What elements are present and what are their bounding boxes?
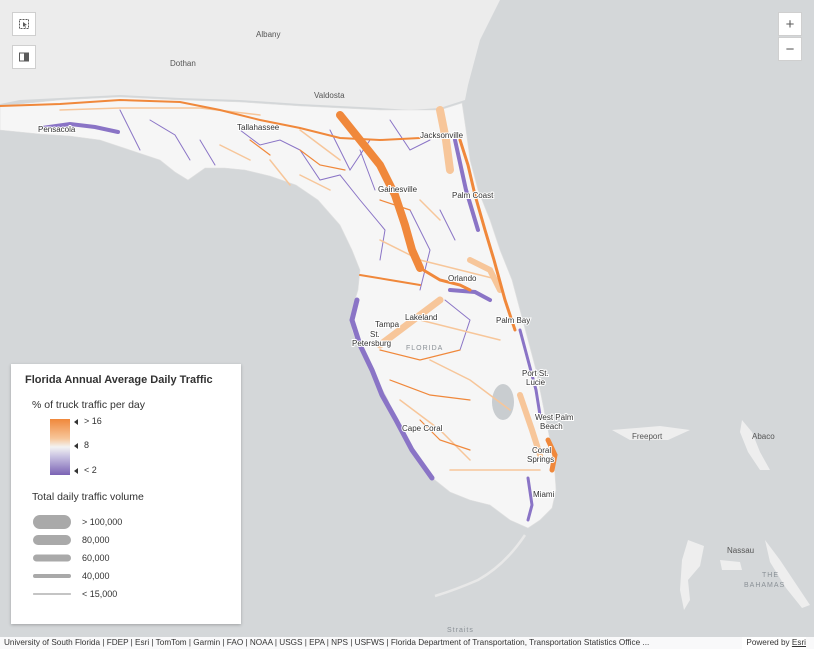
minus-icon: − (785, 40, 795, 58)
size-stop-label: 80,000 (82, 535, 110, 545)
esri-link[interactable]: Esri (791, 638, 806, 647)
powered-by-label: Powered by (746, 638, 790, 647)
size-stop-row: > 100,000 (33, 513, 227, 531)
florida-keys (434, 534, 527, 598)
zoom-out-button[interactable]: − (778, 37, 802, 61)
size-symbol (33, 515, 71, 529)
label-pensacola: Pensacola (38, 125, 76, 134)
attribution-bar: University of South Florida | FDEP | Esr… (0, 637, 814, 649)
color-stop-low: < 2 (74, 465, 97, 475)
florida-land (0, 96, 557, 529)
label-miami: Miami (533, 490, 555, 499)
road-network-low-truck (40, 109, 542, 522)
label-palm-coast: Palm Coast (452, 191, 494, 200)
size-stop-row: 80,000 (33, 531, 227, 549)
label-valdosta: Valdosta (314, 91, 345, 100)
label-orlando: Orlando (448, 274, 477, 283)
legend-title: Florida Annual Average Daily Traffic (25, 374, 213, 386)
legend-panel: Florida Annual Average Daily Traffic % o… (11, 364, 241, 624)
size-stop-row: 60,000 (33, 549, 227, 567)
label-dothan: Dothan (170, 59, 196, 68)
legend-color-subtitle: % of truck traffic per day (32, 399, 146, 411)
mainland-north (0, 0, 500, 110)
label-st-petersburg-2: Petersburg (352, 339, 391, 348)
road-network-mid-truck (59, 106, 543, 471)
color-ramp-bar (50, 419, 70, 475)
basemap-icon (19, 52, 29, 62)
basemap-toggle-button[interactable] (12, 45, 36, 69)
label-palm-bay: Palm Bay (496, 316, 530, 325)
label-straits: Straits (447, 627, 474, 634)
size-stop-label: 40,000 (82, 571, 110, 581)
powered-by: Powered by Esri (742, 637, 806, 649)
label-coral-springs-2: Springs (527, 455, 554, 464)
label-abaco: Abaco (752, 432, 775, 441)
label-the-bahamas-1: THE (762, 572, 779, 579)
label-gainesville: Gainesville (378, 185, 418, 194)
label-florida: FLORIDA (406, 345, 443, 352)
label-port-st-lucie-1: Port St. (522, 369, 549, 378)
bahamas-islands (612, 420, 810, 610)
size-symbol (33, 574, 71, 578)
label-coral-springs-1: Coral (532, 446, 551, 455)
select-icon (19, 19, 29, 29)
size-stop-row: < 15,000 (33, 585, 227, 603)
color-stop-mid: 8 (74, 440, 89, 450)
size-symbol (33, 535, 71, 545)
attribution-text[interactable]: University of South Florida | FDEP | Esr… (4, 638, 650, 647)
label-west-palm-beach-2: Beach (540, 422, 563, 431)
zoom-in-button[interactable]: + (778, 12, 802, 36)
size-symbol (33, 593, 71, 595)
color-stop-high: > 16 (74, 416, 102, 426)
size-symbol (33, 554, 71, 562)
label-the-bahamas-2: BAHAMAS (744, 582, 785, 589)
label-jacksonville: Jacksonville (420, 131, 464, 140)
plus-icon: + (785, 15, 795, 33)
label-port-st-lucie-2: Lucie (526, 378, 546, 387)
legend-size-subtitle: Total daily traffic volume (32, 491, 144, 503)
label-cape-coral: Cape Coral (402, 424, 443, 433)
size-stop-row: 40,000 (33, 567, 227, 585)
label-albany: Albany (256, 30, 280, 39)
label-lakeland: Lakeland (405, 313, 437, 322)
label-st-petersburg-1: St. (370, 330, 380, 339)
label-tampa: Tampa (375, 320, 400, 329)
select-tool-button[interactable] (12, 12, 36, 36)
label-nassau: Nassau (727, 546, 754, 555)
label-west-palm-beach-1: West Palm (535, 413, 574, 422)
size-stop-label: > 100,000 (82, 517, 123, 527)
label-tallahassee: Tallahassee (237, 123, 280, 132)
color-ramp: > 16 8 < 2 (50, 416, 227, 481)
place-labels: Albany Dothan Valdosta Tallahassee Jacks… (37, 30, 785, 634)
road-network-high-truck (0, 98, 558, 473)
label-freeport: Freeport (632, 432, 663, 441)
size-stop-label: 60,000 (82, 553, 110, 563)
size-stop-label: < 15,000 (82, 589, 118, 599)
lake-okeechobee (492, 384, 514, 420)
